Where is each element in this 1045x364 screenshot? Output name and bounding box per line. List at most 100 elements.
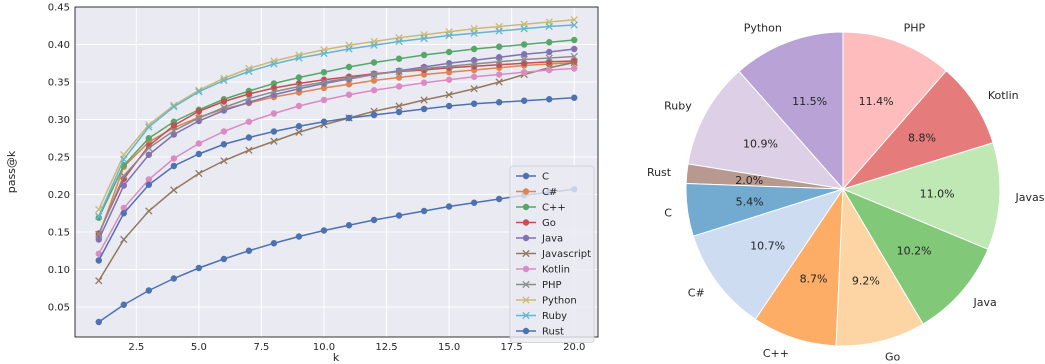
data-point bbox=[470, 45, 478, 53]
series-line bbox=[98, 48, 575, 240]
data-point bbox=[145, 121, 153, 129]
legend-label: Ruby bbox=[542, 311, 567, 322]
legend-item: C++ bbox=[516, 203, 566, 214]
data-point bbox=[270, 110, 278, 117]
data-point bbox=[295, 128, 303, 136]
data-point bbox=[370, 216, 378, 224]
legend-label: C bbox=[542, 172, 549, 183]
data-point bbox=[195, 140, 203, 147]
data-point bbox=[370, 87, 378, 94]
data-point bbox=[295, 233, 303, 240]
y-tick-label: 0.25 bbox=[48, 153, 70, 164]
data-point bbox=[570, 21, 578, 29]
data-point bbox=[245, 134, 253, 141]
series-kotlin bbox=[95, 65, 578, 257]
x-tick-label: 12.5 bbox=[375, 342, 397, 353]
data-point bbox=[195, 88, 203, 96]
pie-category-label: Go bbox=[885, 351, 901, 364]
legend-swatch-marker bbox=[522, 234, 530, 242]
data-point bbox=[320, 118, 328, 125]
data-point bbox=[570, 52, 578, 61]
data-point bbox=[270, 128, 278, 135]
data-point bbox=[495, 54, 503, 61]
data-point bbox=[220, 255, 228, 263]
series-line bbox=[98, 61, 575, 282]
pie-slice-ruby bbox=[687, 70, 845, 190]
legend-label: Rust bbox=[542, 327, 564, 338]
data-point bbox=[470, 29, 478, 37]
pie-category-label: Rust bbox=[647, 166, 672, 179]
data-point bbox=[320, 69, 328, 76]
data-point bbox=[370, 59, 378, 66]
pie-category-label: C# bbox=[688, 286, 705, 299]
series-line bbox=[98, 67, 575, 255]
data-point bbox=[570, 58, 578, 67]
legend-item: Kotlin bbox=[516, 265, 570, 276]
legend-item: Rust bbox=[516, 327, 564, 338]
data-point bbox=[470, 60, 478, 68]
data-point bbox=[120, 155, 128, 163]
data-point bbox=[571, 94, 578, 101]
legend-item: PHP bbox=[516, 280, 562, 291]
data-point bbox=[170, 127, 178, 135]
line-chart: 2.5 5.0 7.5 10.0 12.5 15.0 17.5 20.0 0.050.100.… bbox=[5, 3, 599, 364]
data-point bbox=[95, 318, 102, 326]
data-point bbox=[295, 82, 303, 91]
pie-percent-label: 11.4% bbox=[859, 95, 894, 108]
series-line bbox=[98, 97, 575, 261]
pie-category-labels: Python Ruby Rust C C# C++ Go Java Javascript Kotl… bbox=[647, 21, 1045, 363]
legend-swatch-marker bbox=[522, 172, 530, 180]
x-tick-labels: 2.5 5.0 7.5 10.0 12.5 15.0 17.5 20.0 bbox=[128, 342, 585, 353]
data-point bbox=[95, 257, 102, 264]
data-point bbox=[245, 146, 253, 154]
series-cpp bbox=[95, 36, 578, 221]
pie-chart: 11.5% 10.9% 2.0% 5.4% 10.7% 8.7% 9.2% 10.2% 11.0… bbox=[647, 21, 1045, 363]
data-point bbox=[545, 22, 553, 31]
data-point bbox=[395, 37, 403, 46]
data-point bbox=[470, 85, 478, 93]
pie-percent-label: 11.0% bbox=[920, 187, 955, 200]
data-point bbox=[145, 151, 153, 158]
data-point bbox=[420, 51, 428, 59]
data-point bbox=[95, 236, 102, 243]
data-point bbox=[445, 48, 453, 56]
series-line bbox=[98, 60, 575, 234]
y-tick-labels: 0.05 0.10 0.15 0.20 0.25 0.30 0.35 0.40 0.45 bbox=[48, 3, 70, 314]
data-point bbox=[571, 65, 578, 72]
series-ruby bbox=[95, 21, 578, 220]
data-point bbox=[345, 81, 353, 88]
legend-swatch-marker bbox=[522, 327, 530, 335]
data-point bbox=[495, 71, 503, 78]
pie-percent-label: 11.5% bbox=[792, 95, 827, 108]
data-point bbox=[145, 176, 153, 183]
legend-label: C# bbox=[542, 187, 557, 198]
data-point bbox=[571, 45, 578, 53]
legend-label: Go bbox=[542, 218, 556, 229]
pie-category-label: C++ bbox=[763, 347, 789, 360]
data-point bbox=[395, 67, 403, 76]
data-point bbox=[445, 31, 453, 40]
legend-swatch-marker bbox=[522, 188, 530, 195]
y-tick-label: 0.40 bbox=[48, 40, 70, 51]
legend-swatch-marker bbox=[522, 265, 530, 273]
series-rust bbox=[95, 94, 578, 264]
data-point bbox=[345, 74, 353, 82]
data-point bbox=[520, 55, 528, 64]
data-point bbox=[220, 128, 228, 135]
data-point bbox=[220, 141, 228, 148]
y-tick-label: 0.35 bbox=[48, 78, 70, 89]
data-point bbox=[546, 39, 553, 46]
pie-category-label: Javascript bbox=[1015, 191, 1045, 204]
pie-category-label: C bbox=[664, 206, 672, 219]
data-point bbox=[120, 301, 127, 308]
data-point bbox=[120, 210, 127, 217]
series-line bbox=[98, 188, 575, 323]
data-point bbox=[420, 79, 428, 86]
data-point bbox=[145, 181, 153, 188]
data-point bbox=[245, 67, 253, 76]
data-point bbox=[420, 71, 428, 78]
data-point bbox=[345, 91, 353, 98]
data-point bbox=[95, 214, 102, 221]
data-point bbox=[295, 102, 303, 110]
